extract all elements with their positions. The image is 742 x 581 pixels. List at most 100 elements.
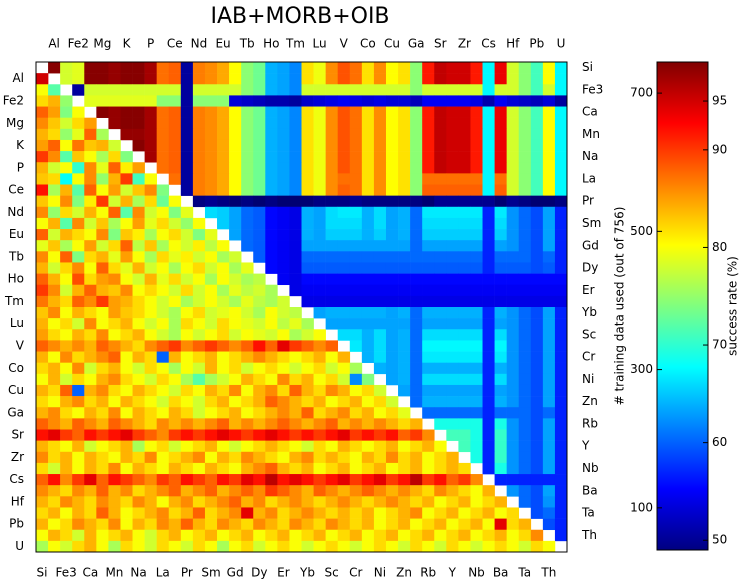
y-tick-label-right: Rb [582, 416, 598, 430]
heatmap-cell [385, 173, 399, 185]
heatmap-cell [470, 440, 483, 453]
heatmap-cell [542, 295, 556, 308]
heatmap-cell [494, 451, 507, 464]
x-tick-label-bottom: La [156, 566, 170, 580]
heatmap-cell [180, 284, 194, 297]
heatmap-cell [253, 329, 266, 341]
heatmap-cell [506, 73, 520, 85]
heatmap-cell [398, 73, 411, 85]
heatmap-cell [398, 106, 411, 118]
heatmap-cell [482, 307, 495, 319]
heatmap-cell [398, 529, 411, 542]
heatmap-cell [506, 429, 520, 441]
heatmap-cell [144, 485, 157, 497]
heatmap-cell [204, 128, 218, 141]
heatmap-cell [229, 139, 242, 152]
heatmap-cell [410, 540, 423, 553]
heatmap-cell [192, 429, 206, 441]
heatmap-cell [385, 206, 399, 219]
heatmap-cell [554, 128, 568, 141]
heatmap-cell [48, 240, 61, 252]
heatmap-cell [506, 451, 520, 464]
heatmap-cell [217, 217, 230, 230]
heatmap-cell [132, 139, 145, 152]
heatmap-cell [398, 173, 411, 185]
heatmap-cell [84, 139, 97, 152]
heatmap-cell [422, 373, 435, 386]
heatmap-cell [518, 318, 532, 330]
heatmap-cell [313, 396, 326, 408]
heatmap-cell [458, 318, 471, 330]
y-tick-label-right: Y [581, 439, 590, 453]
heatmap-cell [192, 195, 206, 208]
heatmap-cell [554, 151, 568, 163]
heatmap-cell [410, 351, 423, 363]
heatmap-cell [361, 128, 375, 141]
heatmap-cell [337, 217, 351, 230]
heatmap-cell [446, 518, 459, 531]
heatmap-cell [325, 162, 339, 174]
heatmap-cell [217, 106, 230, 118]
heatmap-cell [446, 429, 459, 441]
heatmap-cell [337, 307, 351, 319]
heatmap-cell [168, 284, 182, 297]
heatmap-cell [204, 407, 218, 419]
heatmap-cell [301, 318, 314, 330]
heatmap-cell [349, 529, 363, 542]
heatmap-cell [241, 384, 254, 397]
heatmap-cell [96, 318, 109, 330]
heatmap-cell [482, 540, 495, 553]
heatmap-cell [156, 462, 170, 475]
heatmap-cell [48, 418, 61, 430]
heatmap-cell [36, 217, 49, 230]
heatmap-cell [482, 162, 495, 174]
heatmap-cell [60, 295, 73, 308]
heatmap-cell [217, 496, 230, 508]
heatmap-cell [446, 151, 459, 163]
heatmap-cell [229, 273, 242, 286]
heatmap-cell [277, 84, 290, 96]
heatmap-cell [494, 518, 507, 531]
heatmap-cell [192, 373, 206, 386]
heatmap-cell [530, 407, 544, 419]
heatmap-cell [277, 229, 290, 241]
heatmap-cell [385, 84, 399, 96]
heatmap-cell [373, 251, 387, 263]
heatmap-cell [36, 362, 49, 375]
heatmap-cell [48, 62, 61, 74]
heatmap-cell [277, 396, 290, 408]
heatmap-cell [385, 184, 399, 196]
heatmap-cell [204, 373, 218, 386]
heatmap-cell [373, 295, 387, 308]
heatmap-cell [217, 84, 230, 96]
heatmap-cell [156, 518, 170, 531]
heatmap-cell [36, 318, 49, 330]
heatmap-cell [72, 106, 85, 118]
heatmap-cell [313, 373, 326, 386]
heatmap-cell [494, 195, 507, 208]
heatmap-cell [542, 462, 556, 475]
heatmap-cell [530, 362, 544, 375]
heatmap-cell [204, 195, 218, 208]
heatmap-cell [168, 240, 182, 252]
heatmap-cell [313, 307, 326, 319]
heatmap-cell [361, 184, 375, 196]
heatmap-cell [518, 106, 532, 118]
y-tick-label-left: Pb [9, 517, 24, 531]
heatmap-cell [361, 151, 375, 163]
heatmap-cell [506, 351, 520, 363]
heatmap-cell [156, 529, 170, 542]
heatmap-cell [410, 240, 423, 252]
heatmap-cell [337, 407, 351, 419]
heatmap-cell [180, 62, 194, 74]
heatmap-cell [144, 295, 157, 308]
heatmap-cell [470, 184, 483, 196]
heatmap-cell [349, 273, 363, 286]
heatmap-cell [180, 307, 194, 319]
heatmap-cell [180, 507, 194, 519]
heatmap-cell [373, 206, 387, 219]
heatmap-cell [494, 507, 507, 519]
heatmap-cell [434, 507, 447, 519]
heatmap-cell [229, 362, 242, 375]
heatmap-cell [241, 362, 254, 375]
